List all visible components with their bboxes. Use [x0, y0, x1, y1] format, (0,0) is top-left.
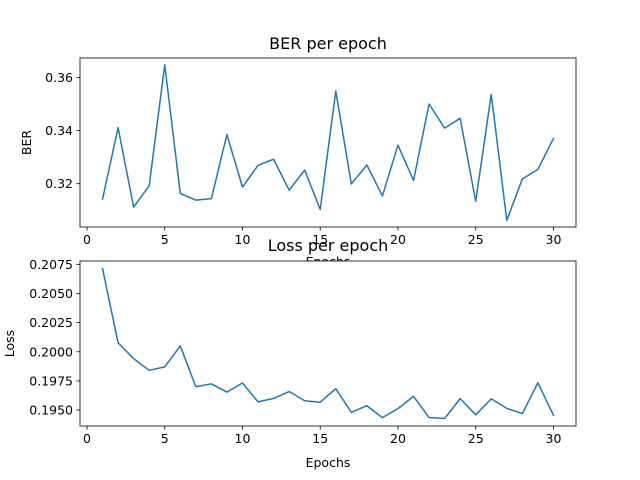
- ber-x-tick-label: 15: [312, 232, 328, 247]
- ber-y-tick-label: 0.36: [45, 70, 73, 85]
- loss-chart: 0 5 10 15 20 25 30 0.1950 0.1975 0.2000 0.2025 0.2…: [2, 236, 577, 470]
- loss-series-line: [101, 267, 555, 420]
- ber-x-ticks: 0 5 10 15 20 25 30: [83, 227, 561, 247]
- loss-y-tick-label: 0.1975: [29, 373, 73, 388]
- loss-x-tick-label: 15: [312, 431, 328, 446]
- loss-x-tick-label: 25: [468, 431, 484, 446]
- ber-y-axis-label: BER: [19, 130, 34, 155]
- loss-x-tick-label: 30: [546, 431, 562, 446]
- loss-x-tick-label: 10: [235, 431, 251, 446]
- ber-chart: 0 5 10 15 20 25 30 0.320.340.36 BER per epoch …: [19, 34, 577, 269]
- ber-x-tick-label: 30: [546, 232, 562, 247]
- loss-x-ticks: 0 5 10 15 20 25 30: [83, 426, 561, 446]
- loss-x-axis-label: Epochs: [306, 455, 351, 470]
- ber-series-line: [101, 64, 555, 222]
- ber-chart-title: BER per epoch: [269, 34, 387, 53]
- ber-axes-frame: [79, 57, 577, 228]
- loss-x-tick-label: 5: [161, 431, 169, 446]
- loss-axes-frame: [79, 260, 577, 427]
- loss-y-tick-label: 0.2025: [29, 315, 73, 330]
- loss-series-layer: [101, 267, 555, 420]
- loss-y-tick-label: 0.2075: [29, 257, 73, 272]
- ber-y-tick-label: 0.34: [45, 123, 73, 138]
- loss-chart-title: Loss per epoch: [268, 236, 389, 255]
- loss-y-tick-label: 0.1950: [29, 403, 73, 418]
- loss-x-tick-label: 20: [390, 431, 406, 446]
- ber-series-layer: [101, 64, 555, 222]
- ber-y-ticks: 0.32 0.34 0.36: [45, 70, 80, 191]
- loss-y-tick-label: 0.2050: [29, 286, 73, 301]
- loss-y-tick-label: 0.2000: [29, 344, 73, 359]
- loss-y-axis-label: Loss: [2, 330, 17, 357]
- loss-y-ticks: 0.1950 0.1975 0.2000 0.2025 0.2050 0.2075: [29, 257, 80, 418]
- ber-y-tick-label: 0.32: [45, 176, 73, 191]
- ber-x-tick-label: 25: [468, 232, 484, 247]
- ber-x-tick-label: 20: [390, 232, 406, 247]
- ber-x-tick-label: 10: [235, 232, 251, 247]
- ber-x-tick-label: 0: [83, 232, 91, 247]
- ber-x-tick-label: 5: [161, 232, 169, 247]
- loss-x-tick-label: 0: [83, 431, 91, 446]
- loss-plot-area: [80, 261, 576, 426]
